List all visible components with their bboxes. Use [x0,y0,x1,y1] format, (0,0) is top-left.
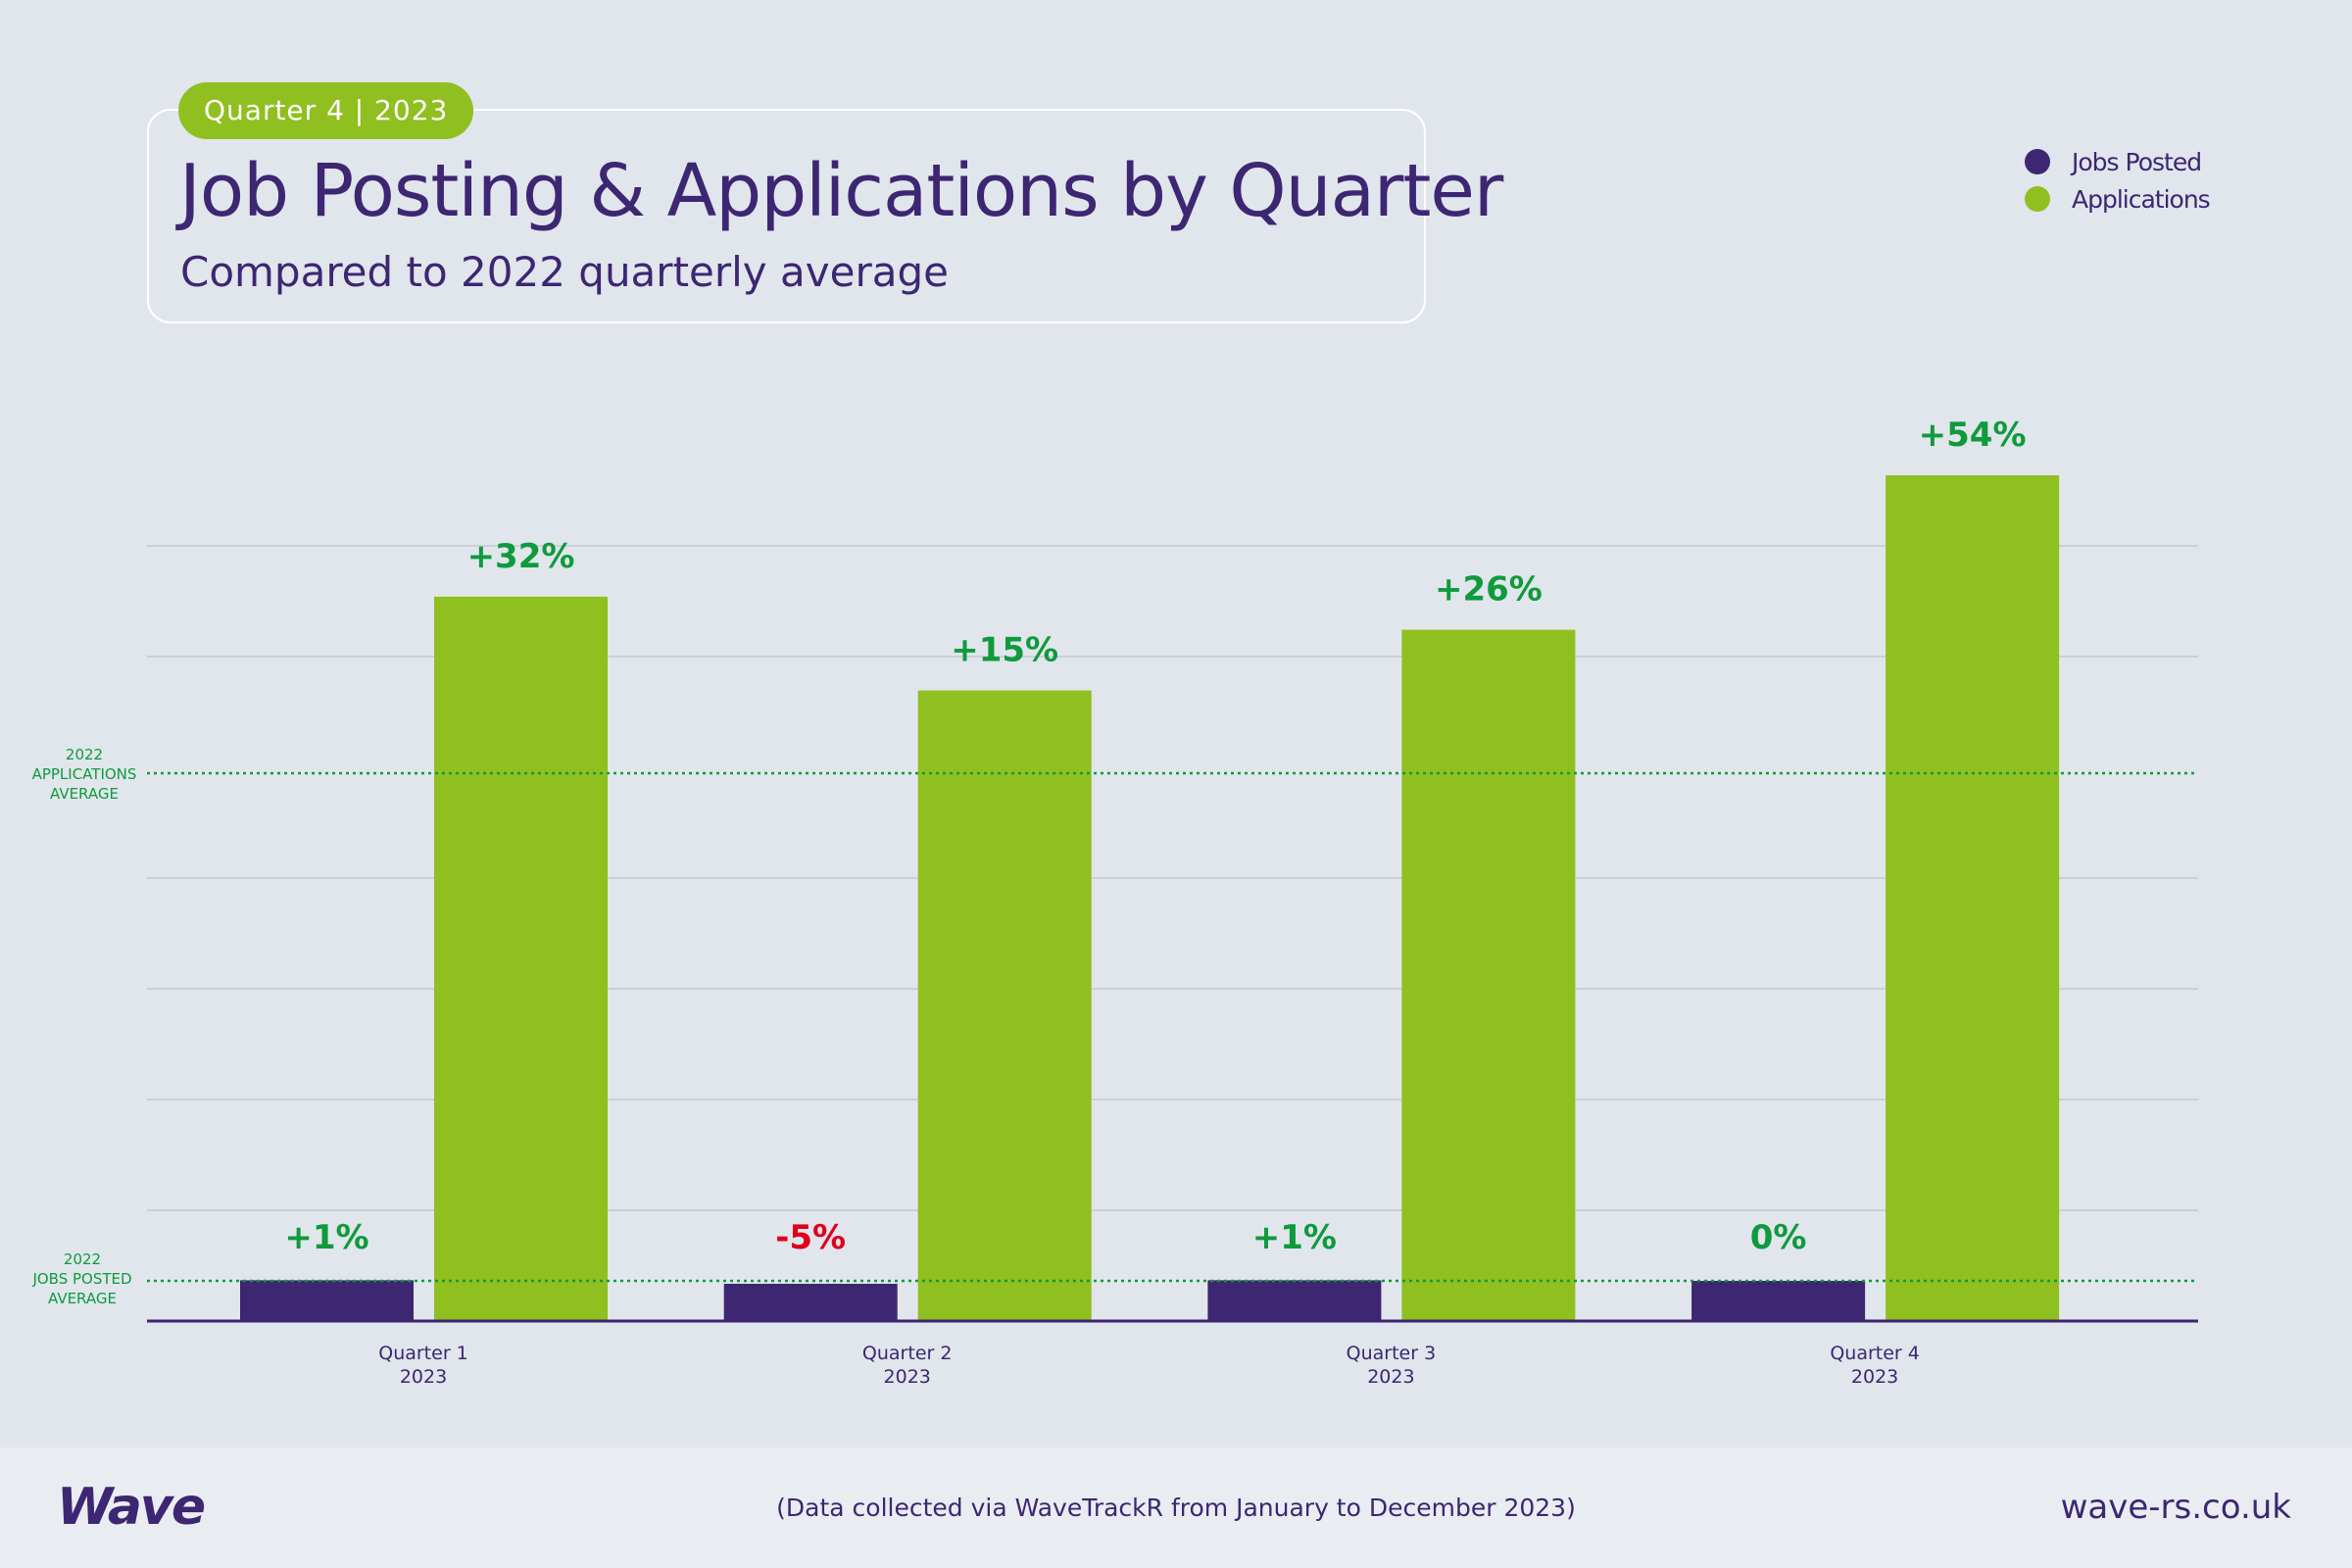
bar-jobs-posted-q4 [1691,1281,1866,1321]
data-label-jobs-posted-q3: +1% [1252,1218,1337,1257]
bar-jobs-posted-q1 [240,1280,414,1321]
x-tick-label-q3: Quarter 3 [1347,1343,1437,1364]
quarter-badge: Quarter 4 | 2023 [178,82,474,139]
legend-item-jobs-posted: Jobs Posted [2025,143,2210,180]
title-card [147,109,1426,323]
x-tick-label-q2: Quarter 2 [862,1343,953,1364]
page-title: Job Posting & Applications by Quarter [179,149,1503,233]
legend-label-applications: Applications [2072,184,2211,214]
x-tick-label-q1: Quarter 1 [378,1343,468,1364]
bar-applications-q3 [1401,629,1576,1321]
bar-applications-q2 [917,690,1092,1321]
reference-label-applications-line-2: APPLICATIONS [32,765,137,783]
data-label-jobs-posted-q1: +1% [284,1218,368,1257]
reference-label-jobs-posted-line-3: AVERAGE [48,1290,117,1307]
data-label-applications-q2: +15% [951,631,1058,670]
data-label-applications-q1: +32% [467,537,575,576]
x-tick-year-q3: 2023 [1367,1366,1414,1388]
bar-applications-q4 [1886,475,2060,1321]
page-subtitle: Compared to 2022 quarterly average [180,248,949,296]
reference-label-applications-line-1: 2022 [66,746,103,763]
x-tick-year-q1: 2023 [400,1366,447,1388]
bar-jobs-posted-q2 [723,1284,898,1321]
x-tick-year-q4: 2023 [1851,1366,1898,1388]
legend-item-applications: Applications [2025,180,2211,218]
data-label-jobs-posted-q4: 0% [1750,1218,1807,1257]
x-tick-label-q4: Quarter 4 [1830,1343,1920,1364]
data-label-applications-q3: +26% [1435,570,1543,610]
legend-swatch-applications [2025,186,2050,212]
data-source-note: (Data collected via WaveTrackR from Janu… [776,1494,1576,1522]
footer-bar [0,1447,2352,1568]
legend-label-jobs-posted: Jobs Posted [2072,147,2202,176]
website-link[interactable]: wave-rs.co.uk [2060,1488,2291,1527]
x-tick-year-q2: 2023 [884,1366,931,1388]
reference-label-jobs-posted-line-2: JOBS POSTED [31,1270,131,1288]
bar-jobs-posted-q3 [1207,1280,1382,1321]
chart-legend: Jobs Posted Applications [2025,143,2211,218]
reference-label-applications-line-3: AVERAGE [50,785,119,803]
bar-applications-q1 [434,596,608,1321]
legend-swatch-jobs-posted [2025,149,2050,174]
reference-label-jobs-posted-line-1: 2022 [64,1250,101,1268]
data-label-jobs-posted-q2: -5% [775,1218,846,1257]
wave-logo: Wave [57,1478,206,1537]
data-label-applications-q4: +54% [1919,416,2027,455]
